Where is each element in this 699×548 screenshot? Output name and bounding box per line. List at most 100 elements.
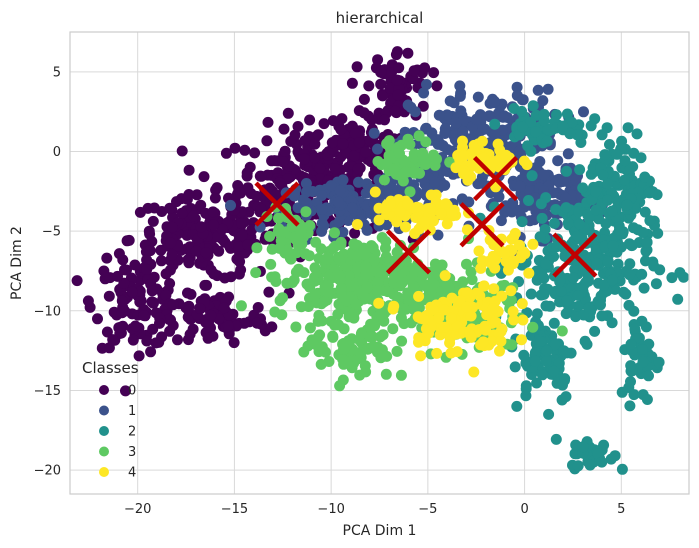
data-point (269, 306, 281, 318)
data-point (616, 386, 628, 398)
data-point (525, 116, 537, 128)
data-point (228, 337, 240, 349)
data-point (236, 218, 248, 229)
data-point (597, 169, 609, 181)
data-point (433, 312, 445, 324)
data-point (590, 244, 602, 256)
data-point (343, 270, 355, 282)
data-point (516, 334, 527, 346)
data-point (494, 345, 505, 357)
data-point (648, 260, 660, 272)
data-point (564, 128, 576, 140)
data-point (557, 176, 569, 187)
data-point (251, 190, 263, 202)
data-point (561, 165, 572, 177)
data-point (222, 320, 234, 332)
data-point (402, 99, 414, 111)
y-axis-label: PCA Dim 2 (9, 226, 25, 300)
data-point (183, 164, 195, 176)
data-point (674, 267, 686, 279)
data-point (290, 321, 302, 333)
data-point (233, 268, 245, 280)
data-point (143, 225, 155, 237)
data-point (464, 328, 476, 340)
data-point (113, 248, 125, 260)
data-point (129, 320, 141, 332)
data-point (368, 127, 380, 139)
data-point (517, 94, 529, 106)
data-point (138, 310, 150, 321)
data-point (146, 285, 158, 297)
data-point (518, 349, 530, 361)
data-point (438, 321, 450, 333)
data-point (303, 301, 314, 312)
legend-label-1: 1 (128, 404, 136, 419)
data-point (549, 339, 561, 351)
data-point (408, 302, 420, 314)
x-axis-label: PCA Dim 1 (343, 523, 417, 539)
data-point (411, 201, 423, 213)
x-tick-label: 5 (617, 502, 625, 517)
data-point (637, 227, 649, 238)
data-point (540, 355, 552, 367)
data-point (391, 345, 403, 357)
data-point (439, 128, 451, 139)
data-point (527, 321, 539, 333)
data-point (540, 300, 552, 312)
data-point (529, 347, 541, 359)
data-point (150, 337, 162, 349)
data-point (598, 279, 610, 291)
data-point (541, 135, 553, 147)
data-point (537, 95, 549, 107)
legend-title: Classes (82, 359, 139, 377)
data-point (372, 143, 383, 155)
data-point (421, 281, 433, 292)
legend-label-2: 2 (128, 425, 136, 440)
data-point (419, 62, 431, 74)
y-tick-label: −15 (34, 384, 61, 399)
data-point (262, 116, 274, 128)
data-point (369, 186, 381, 198)
data-point (373, 214, 385, 226)
data-point (527, 238, 539, 250)
data-point (312, 129, 324, 141)
data-point (607, 240, 619, 252)
chart-title: hierarchical (336, 9, 424, 27)
data-point (358, 93, 370, 105)
data-point (385, 198, 396, 210)
data-point (98, 265, 110, 277)
data-point (472, 178, 484, 190)
data-point (591, 257, 603, 269)
data-point (394, 206, 406, 218)
data-point (364, 331, 376, 343)
data-point (382, 286, 394, 298)
data-point (337, 174, 349, 186)
legend-label-0: 0 (128, 384, 136, 399)
data-point (638, 282, 650, 294)
legend-label-4: 4 (128, 466, 136, 481)
data-point (487, 250, 499, 262)
data-point (624, 258, 636, 270)
data-point (266, 321, 278, 333)
centroid-stroke (254, 181, 300, 227)
data-point (457, 135, 468, 147)
series-4-points (351, 135, 539, 378)
data-point (520, 383, 532, 395)
data-point (274, 177, 286, 189)
data-point (327, 115, 339, 127)
data-point (548, 365, 560, 377)
data-point (640, 255, 651, 267)
data-point (361, 281, 373, 293)
data-point (644, 187, 655, 199)
data-point (562, 217, 574, 229)
data-point (599, 149, 611, 161)
data-point (333, 216, 345, 228)
data-point (419, 216, 431, 228)
data-point (454, 90, 466, 102)
data-point (495, 335, 507, 347)
data-point (375, 66, 387, 78)
data-point (427, 304, 439, 316)
data-point (606, 205, 618, 217)
data-point (187, 210, 199, 222)
